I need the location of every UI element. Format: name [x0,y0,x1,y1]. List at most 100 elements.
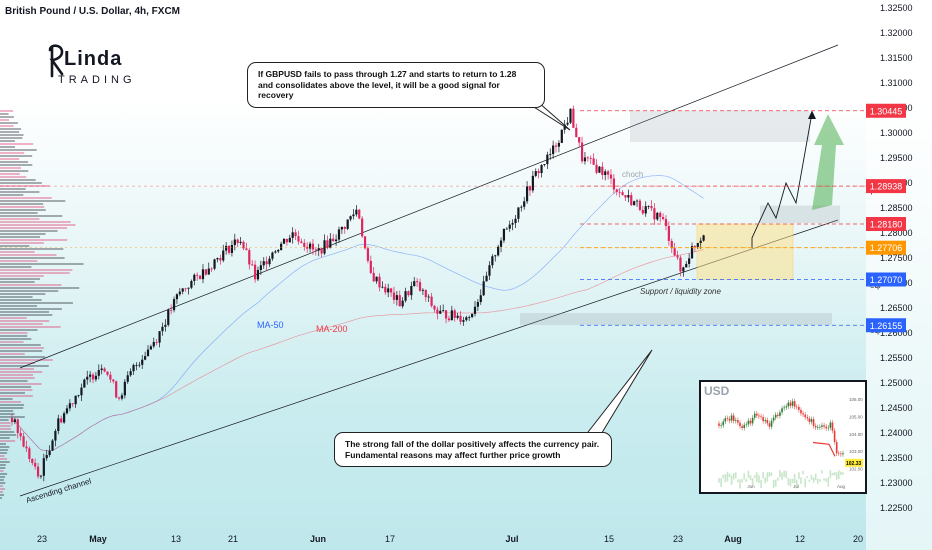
candle-body [427,296,430,298]
moving-averages [11,175,704,452]
candle-body [702,235,705,241]
candle-body [502,228,506,241]
volume-bar [0,194,24,196]
inset-volume [783,470,785,478]
candle-body [54,430,57,441]
y-tick-label: 1.23500 [880,453,913,463]
candle-body [546,154,549,165]
candle-body [635,200,639,202]
candle-body [592,158,595,165]
x-tick-label: 13 [171,534,181,544]
inset-volume [768,471,771,477]
volume-bar [0,251,35,253]
inset-candle [783,407,785,409]
inset-volume [823,478,825,481]
level-tag-text-0: 1.30445 [870,106,903,116]
volume-bar [0,116,14,118]
inset-volume [735,472,737,479]
volume-profile [0,110,84,499]
logo-mark-icon [48,44,64,78]
candle-body [126,375,129,382]
volume-bar [0,182,42,184]
volume-bar [0,272,70,274]
y-tick-label: 1.22500 [880,503,913,513]
volume-bar [0,413,15,415]
volume-bar [0,302,73,304]
candle-body [401,300,404,307]
volume-bar [0,290,59,292]
logo: Linda TRADING [46,44,136,92]
candle-body [317,248,320,251]
candle-body [511,223,514,225]
inset-x-tick: Jul [793,484,799,489]
inset-candle [774,414,777,418]
inset-tick: 102.00 [849,467,863,472]
volume-bar [0,281,35,283]
supply-zone [630,110,810,142]
inset-candle [804,414,806,418]
volume-bar [0,407,24,409]
volume-bar [0,197,52,199]
candle-body [48,450,51,456]
volume-bar [0,179,36,181]
candle-body [294,232,297,237]
inset-candle [720,425,722,426]
inset-volume [812,477,815,483]
candle-body [421,289,425,291]
candle-body [213,259,216,269]
candle-body [178,291,181,295]
candle-body [494,255,497,257]
candle-body [615,189,618,192]
inset-candle [753,413,756,418]
candle-body [242,241,245,249]
inset-candle [751,417,754,424]
inset-candle [747,420,750,425]
candle-body [439,310,442,314]
candle-body [473,306,477,314]
y-tick-label: 1.31000 [880,78,913,88]
candle-body [117,397,121,399]
volume-bar [0,338,32,340]
y-tick-label: 1.28000 [880,228,913,238]
candle-body [346,219,349,229]
inset-candle [789,402,792,406]
candle-body [375,276,378,282]
candle-body [172,299,176,311]
candle-body [659,212,662,218]
level-tag-2 [866,217,906,231]
volume-bar [0,335,28,337]
candle-body [549,154,552,155]
candle-body [274,251,277,253]
candle-body [303,242,306,247]
candle-body [340,226,343,230]
candle-body [144,356,147,360]
candle-body [389,288,393,293]
candle-body [485,275,488,282]
candle-body [378,276,381,288]
candle-body [366,248,370,261]
inset-volume [833,471,836,476]
candle-body [523,201,526,207]
usd-inset-title: USD [704,384,730,398]
inset-candle [821,425,823,427]
candle-body [94,375,98,380]
candle-body [175,294,179,300]
volume-bar [0,470,4,472]
inset-candle [793,401,796,407]
inset-candle [756,413,758,416]
inset-volume [819,479,821,482]
candle-body [152,341,155,347]
inset-candle [823,425,825,427]
candle-body [158,331,161,343]
inset-candle [722,421,725,426]
candle-body [77,395,80,397]
volume-bar [0,419,9,421]
time-axis[interactable]: 23 May 13 21 Jun 17 Jul 15 23 Aug 12 20 [37,534,863,544]
candle-body [508,224,511,229]
candle-body [187,287,190,289]
inset-volume [791,478,794,484]
candle-body [65,408,69,414]
volume-bar [0,305,38,307]
volume-bar [0,329,38,331]
